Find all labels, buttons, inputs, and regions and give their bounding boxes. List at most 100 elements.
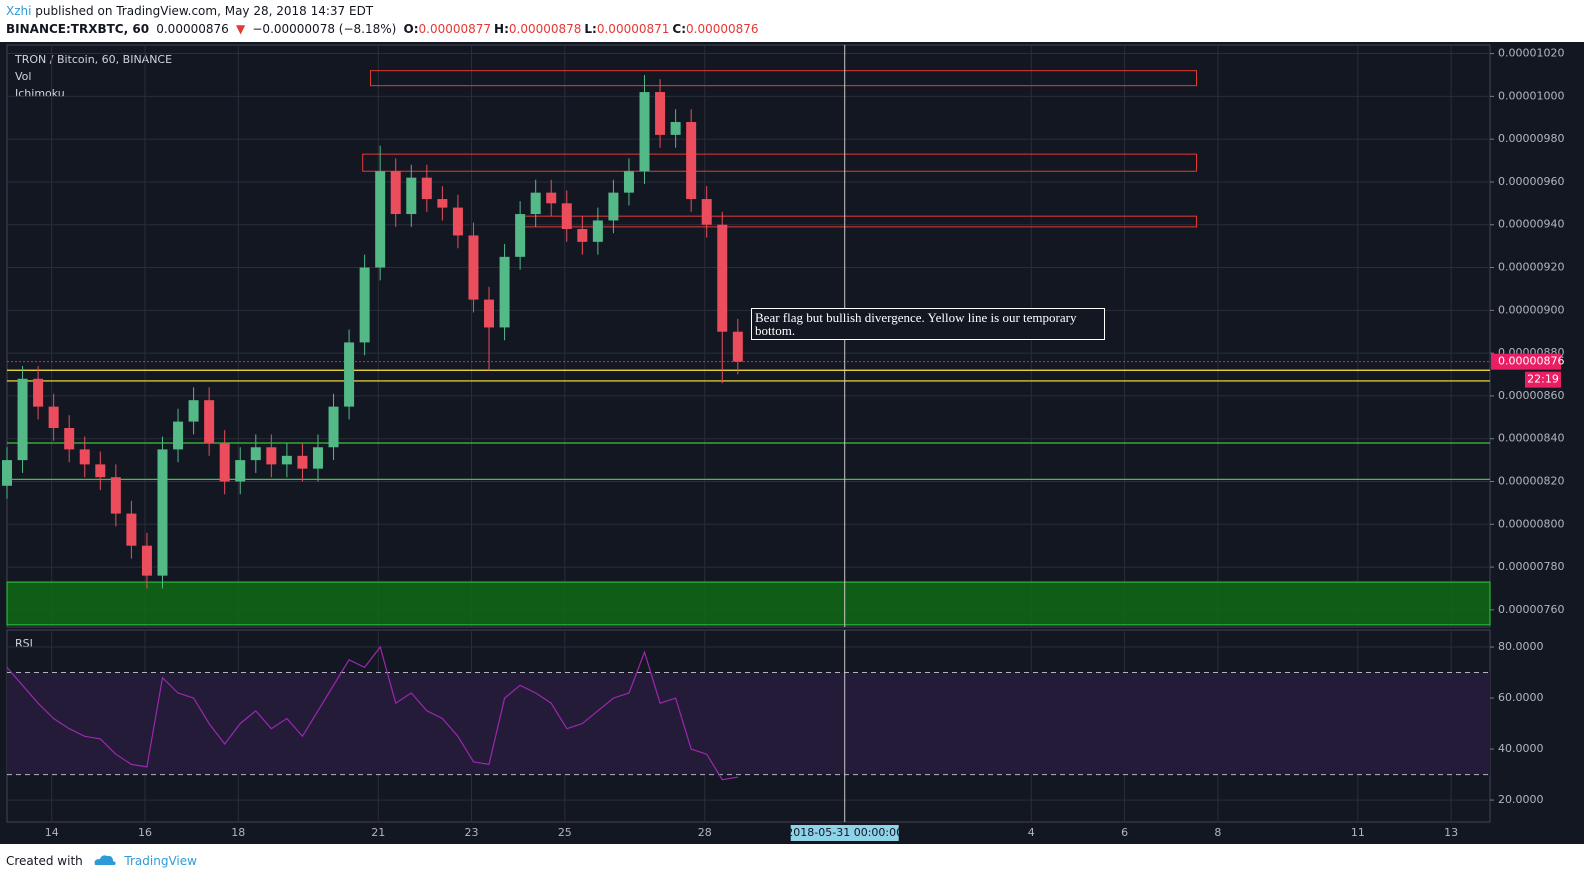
ohlc-value: 0.00000878 bbox=[508, 22, 582, 36]
y-tick-label: 0.00000940 bbox=[1498, 218, 1564, 231]
candle-body bbox=[188, 400, 199, 422]
y-tick-label: 40.0000 bbox=[1498, 742, 1544, 755]
crosshair-label-bg bbox=[790, 825, 899, 841]
candle-body bbox=[141, 545, 152, 576]
candle-body bbox=[17, 378, 28, 461]
candle-body bbox=[173, 421, 184, 450]
candle-body bbox=[390, 171, 401, 215]
candle-body bbox=[717, 224, 728, 332]
candle-body bbox=[235, 460, 246, 482]
logo bbox=[94, 855, 116, 865]
y-tick-label: 0.00000860 bbox=[1498, 389, 1564, 402]
publish-line: Xzhi published on TradingView.com, May 2… bbox=[6, 4, 376, 18]
x-tick-label: 4 bbox=[1028, 826, 1035, 839]
legend-title: TRON / Bitcoin, 60, BINANCE bbox=[14, 53, 172, 66]
ohlc-key: L: bbox=[584, 22, 597, 36]
candle-body bbox=[623, 171, 634, 193]
y-tick-label: 0.00001000 bbox=[1498, 89, 1564, 102]
x-tick-label: 11 bbox=[1351, 826, 1365, 839]
footer: Created with TradingView bbox=[6, 851, 197, 868]
candle-body bbox=[701, 199, 712, 225]
x-tick-label: 25 bbox=[558, 826, 572, 839]
price-tag: 0.00000876 bbox=[1498, 355, 1564, 368]
symbol: BINANCE:TRXBTC, 60 bbox=[6, 22, 150, 36]
ohlc-value: 0.00000876 bbox=[686, 22, 759, 36]
candle-body bbox=[421, 177, 432, 200]
candle-body bbox=[592, 220, 603, 242]
candle-body bbox=[281, 455, 292, 465]
candle-body bbox=[437, 199, 448, 208]
y-tick-label: 0.00000800 bbox=[1498, 517, 1564, 530]
annotation: Bear flag but bullish divergence. Yellow… bbox=[751, 308, 1105, 340]
candle-body bbox=[670, 122, 681, 135]
candle-body bbox=[639, 92, 650, 172]
ohlc-key: O: bbox=[403, 22, 419, 36]
candle-body bbox=[33, 378, 44, 407]
y-tick-label: 0.00000960 bbox=[1498, 175, 1564, 188]
y-tick-label: 0.00000980 bbox=[1498, 132, 1564, 145]
candle-body bbox=[312, 447, 323, 469]
x-tick-label: 23 bbox=[465, 826, 479, 839]
legend-item: Ichimoku bbox=[15, 87, 65, 100]
x-tick-label: 28 bbox=[698, 826, 712, 839]
y-tick-label: 80.0000 bbox=[1498, 640, 1544, 653]
brand[interactable]: TradingView bbox=[124, 854, 197, 868]
timer-tag-bg bbox=[1525, 371, 1561, 388]
candle-body bbox=[546, 192, 557, 204]
drawn-rectangle bbox=[362, 153, 1198, 172]
crosshair-label: 2018-05-31 00:00:00 bbox=[786, 826, 903, 839]
y-tick-label: 0.00001020 bbox=[1498, 47, 1564, 60]
x-tick-label: 18 bbox=[231, 826, 245, 839]
candle-body bbox=[577, 229, 588, 242]
candle-body bbox=[406, 177, 417, 215]
candle-body bbox=[608, 192, 619, 221]
candle-body bbox=[530, 192, 541, 215]
candle-body bbox=[297, 455, 308, 469]
y-tick-label: 0.00000920 bbox=[1498, 261, 1564, 274]
published: published on TradingView.com, May 28, 20… bbox=[35, 4, 374, 18]
y-tick-label: 0.00000820 bbox=[1498, 475, 1564, 488]
ohlc: O:0.00000877 H:0.00000878 L:0.00000871 C:0.… bbox=[404, 22, 762, 36]
y-tick-label: 0.00000780 bbox=[1498, 560, 1564, 573]
candle-body bbox=[126, 513, 137, 546]
candle-body bbox=[375, 171, 386, 268]
drawn-rectangle bbox=[369, 70, 1198, 87]
candle-body bbox=[95, 464, 106, 478]
candle-body bbox=[468, 235, 479, 300]
candle-body bbox=[359, 267, 370, 343]
ohlc-value: 0.00000877 bbox=[418, 22, 492, 36]
author[interactable]: Xzhi bbox=[6, 4, 32, 18]
ohlc-key: H: bbox=[494, 22, 509, 36]
candle-body bbox=[732, 331, 743, 362]
candle-body bbox=[344, 342, 355, 407]
y-tick-label: 0.00000840 bbox=[1498, 432, 1564, 445]
rsi-band bbox=[7, 672, 1490, 775]
drawn-rectangle bbox=[6, 581, 1491, 626]
ohlc-key: C: bbox=[672, 22, 686, 36]
candle-body bbox=[515, 214, 526, 257]
main-pane bbox=[6, 44, 1491, 628]
change: −0.00000078 (−8.18%) bbox=[252, 22, 397, 36]
created: Created with bbox=[6, 854, 83, 868]
candle-body bbox=[64, 428, 75, 450]
candle-body bbox=[561, 203, 572, 230]
rsi-line bbox=[6, 645, 738, 781]
candle-body bbox=[484, 299, 495, 328]
x-tick-label: 8 bbox=[1214, 826, 1221, 839]
y-tick-label: 60.0000 bbox=[1498, 691, 1544, 704]
y-tick-label: 0.00000760 bbox=[1498, 603, 1564, 616]
candle-body bbox=[204, 400, 215, 443]
candle-body bbox=[157, 449, 168, 576]
candle-body bbox=[328, 406, 339, 448]
candle-body bbox=[266, 447, 277, 465]
price-tag-bg bbox=[1491, 353, 1561, 370]
candle-body bbox=[110, 477, 121, 514]
candle-body bbox=[686, 122, 697, 200]
candle-body bbox=[2, 460, 12, 486]
x-tick-label: 13 bbox=[1444, 826, 1458, 839]
y-tick-label: 20.0000 bbox=[1498, 793, 1544, 806]
candle-body bbox=[48, 406, 59, 429]
rsi-title: RSI bbox=[15, 637, 33, 650]
x-tick-label: 16 bbox=[138, 826, 152, 839]
